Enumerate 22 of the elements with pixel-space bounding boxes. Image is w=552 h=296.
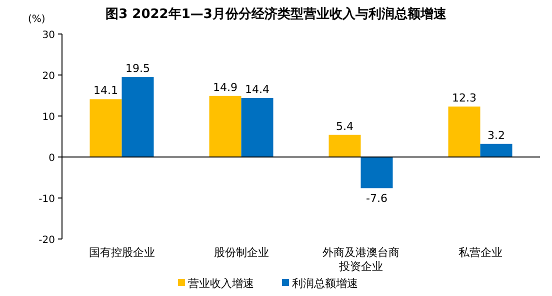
data-label: 12.3 xyxy=(452,92,476,105)
y-tick-label: 10 xyxy=(42,112,55,123)
x-tick-label: 私营企业 xyxy=(458,246,502,259)
x-tick-label: 外商及港澳台商投资企业 xyxy=(322,246,400,273)
y-tick-label: 0 xyxy=(48,153,55,164)
y-tick-label: 20 xyxy=(42,71,55,82)
data-label: 14.4 xyxy=(245,82,270,96)
title: 图3 2022年1—3月份分经济类型营业收入与利润总额增速 xyxy=(106,7,446,22)
data-label: 3.2 xyxy=(488,128,505,142)
x-tick-label: 股份制企业 xyxy=(214,246,269,259)
legend-label: 营业收入增速 xyxy=(188,277,254,290)
data-label: 5.4 xyxy=(336,120,354,133)
x-tick-label: 国有控股企业 xyxy=(88,246,155,259)
data-label: -7.6 xyxy=(366,192,388,206)
data-label: 14.9 xyxy=(213,80,238,94)
ylabel: (%) xyxy=(28,14,46,25)
legend-label: 利润总额增速 xyxy=(292,277,358,290)
y-tick-label: 30 xyxy=(42,30,55,41)
y-tick-label: -10 xyxy=(38,194,55,205)
y-tick-label: -20 xyxy=(38,235,55,246)
data-label: 19.5 xyxy=(126,62,150,76)
data-label: 14.1 xyxy=(94,84,118,98)
